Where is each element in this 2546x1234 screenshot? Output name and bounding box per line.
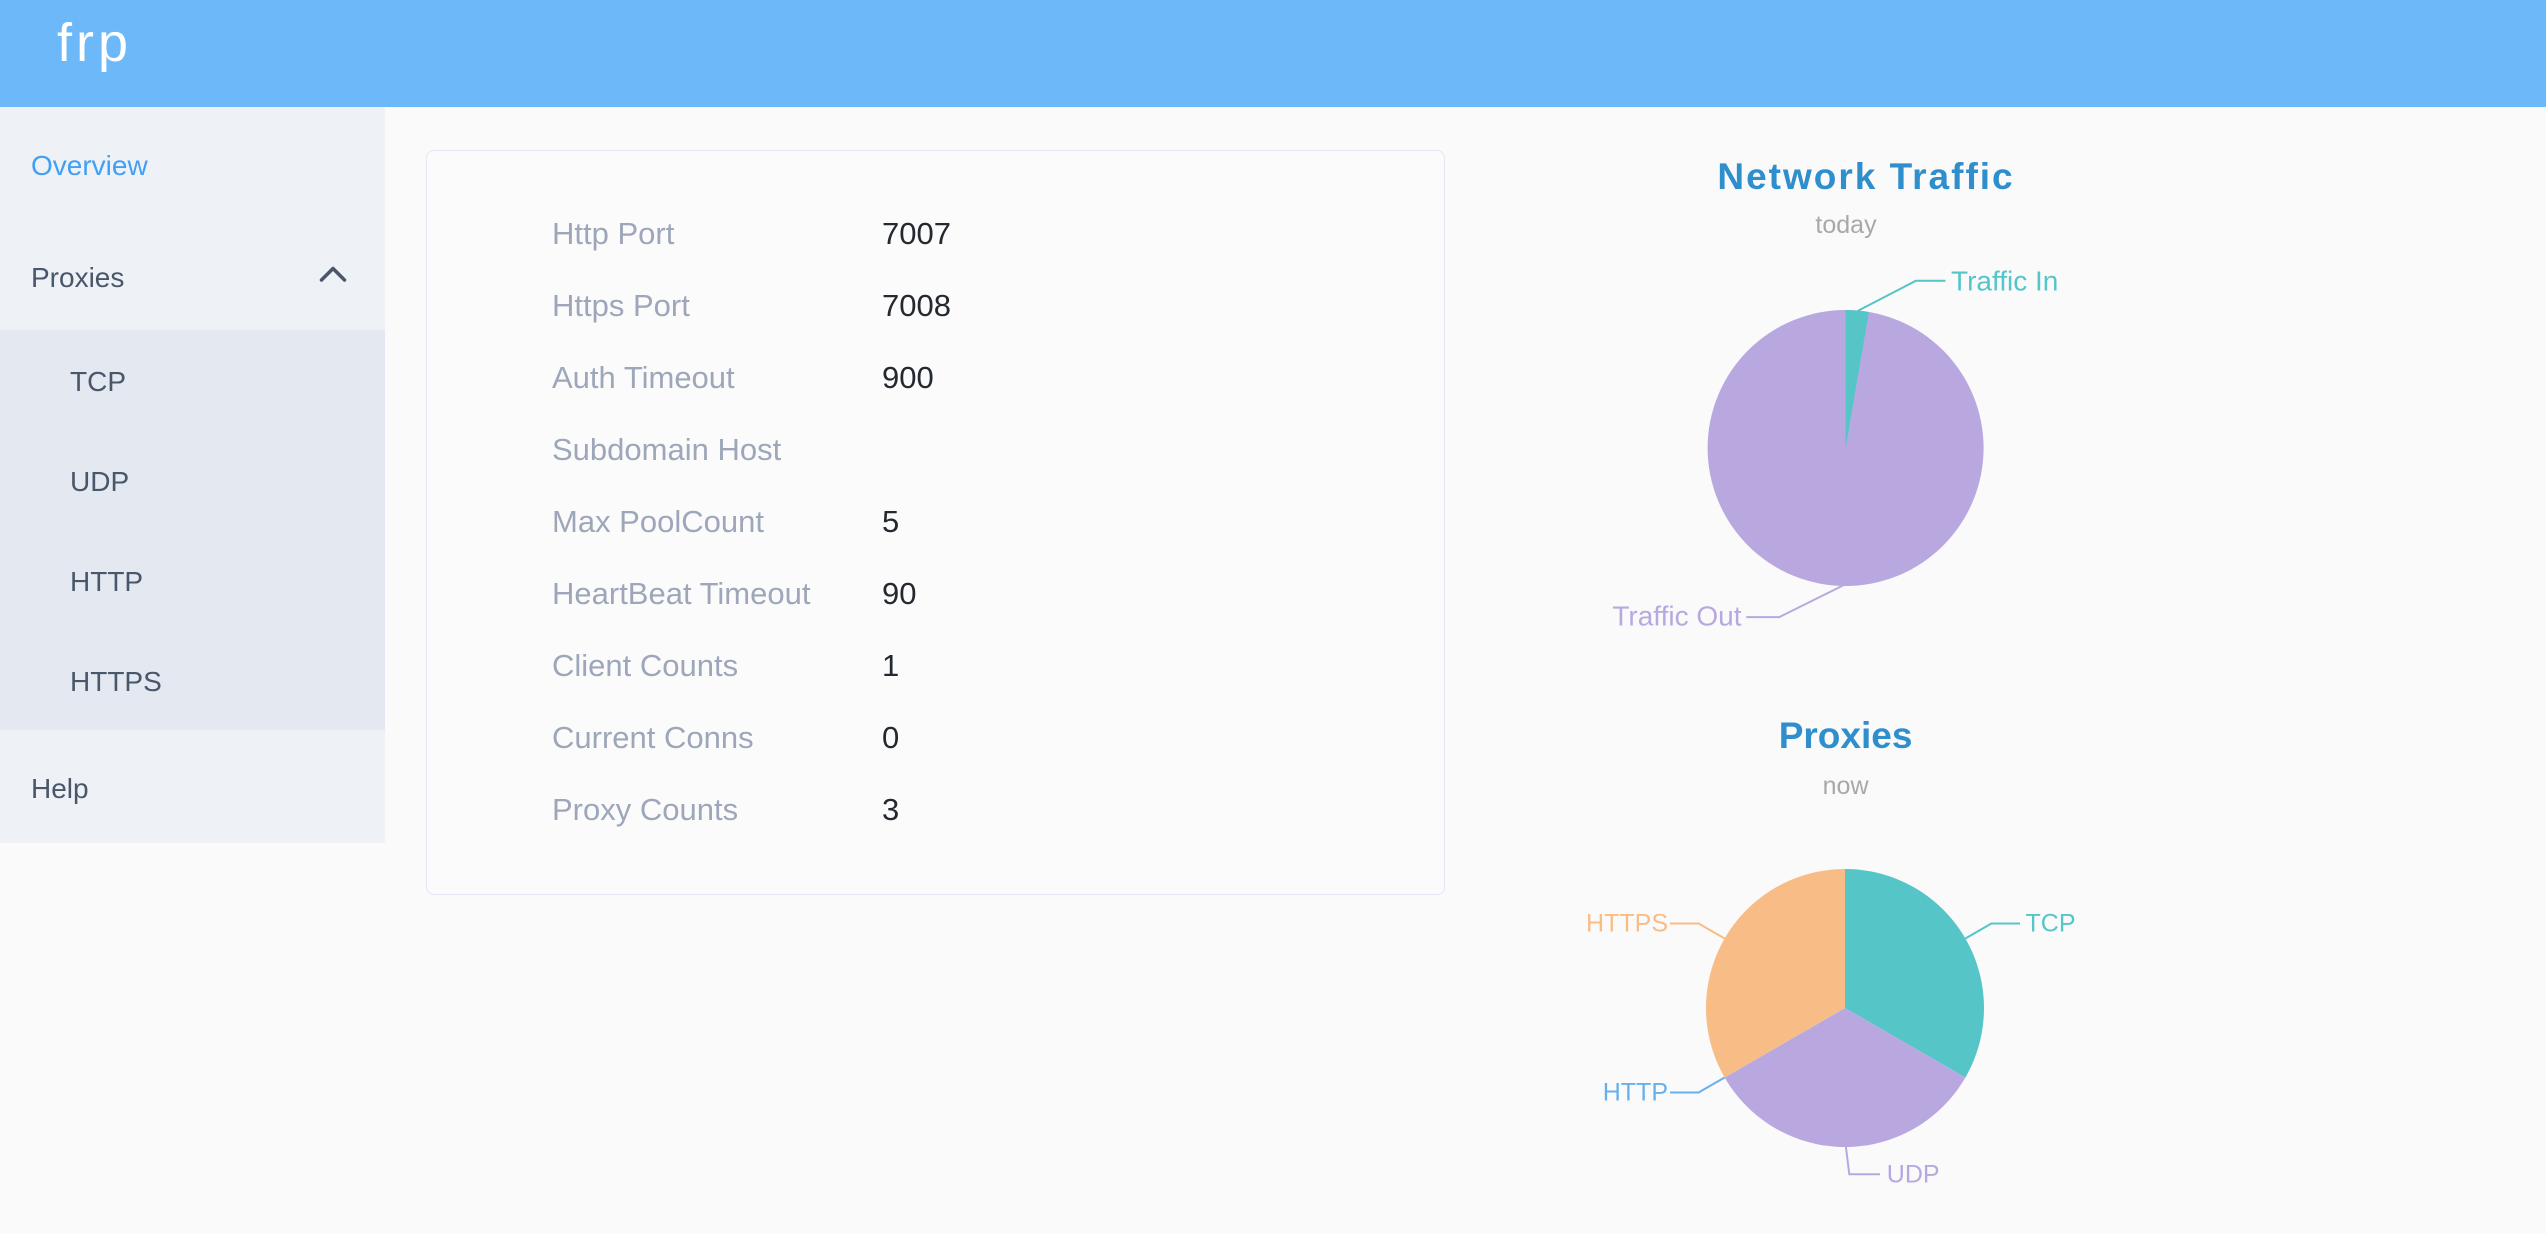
svg-text:today: today — [1815, 211, 1877, 239]
svg-text:Proxies: Proxies — [1779, 715, 1913, 756]
svg-text:HTTP: HTTP — [1603, 1079, 1668, 1107]
svg-text:HTTPS: HTTPS — [1586, 910, 1668, 938]
svg-text:UDP: UDP — [1887, 1160, 1940, 1188]
svg-text:TCP: TCP — [2026, 910, 2076, 938]
svg-text:Network Traffic: Network Traffic — [1717, 156, 2014, 197]
svg-text:Traffic Out: Traffic Out — [1612, 601, 1741, 632]
svg-text:now: now — [1823, 772, 1870, 800]
svg-text:Traffic In: Traffic In — [1951, 266, 2058, 297]
